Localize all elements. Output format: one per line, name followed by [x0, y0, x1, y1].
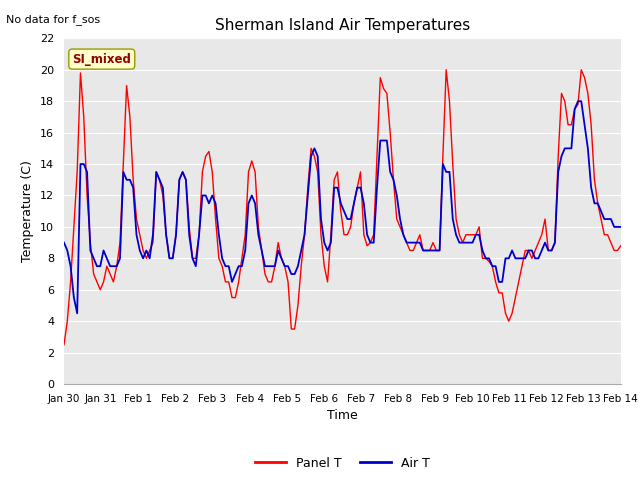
- Y-axis label: Temperature (C): Temperature (C): [22, 160, 35, 262]
- Title: Sherman Island Air Temperatures: Sherman Island Air Temperatures: [215, 18, 470, 33]
- X-axis label: Time: Time: [327, 409, 358, 422]
- Text: No data for f_sos: No data for f_sos: [6, 14, 100, 25]
- Legend: Panel T, Air T: Panel T, Air T: [250, 452, 435, 475]
- Text: SI_mixed: SI_mixed: [72, 53, 131, 66]
